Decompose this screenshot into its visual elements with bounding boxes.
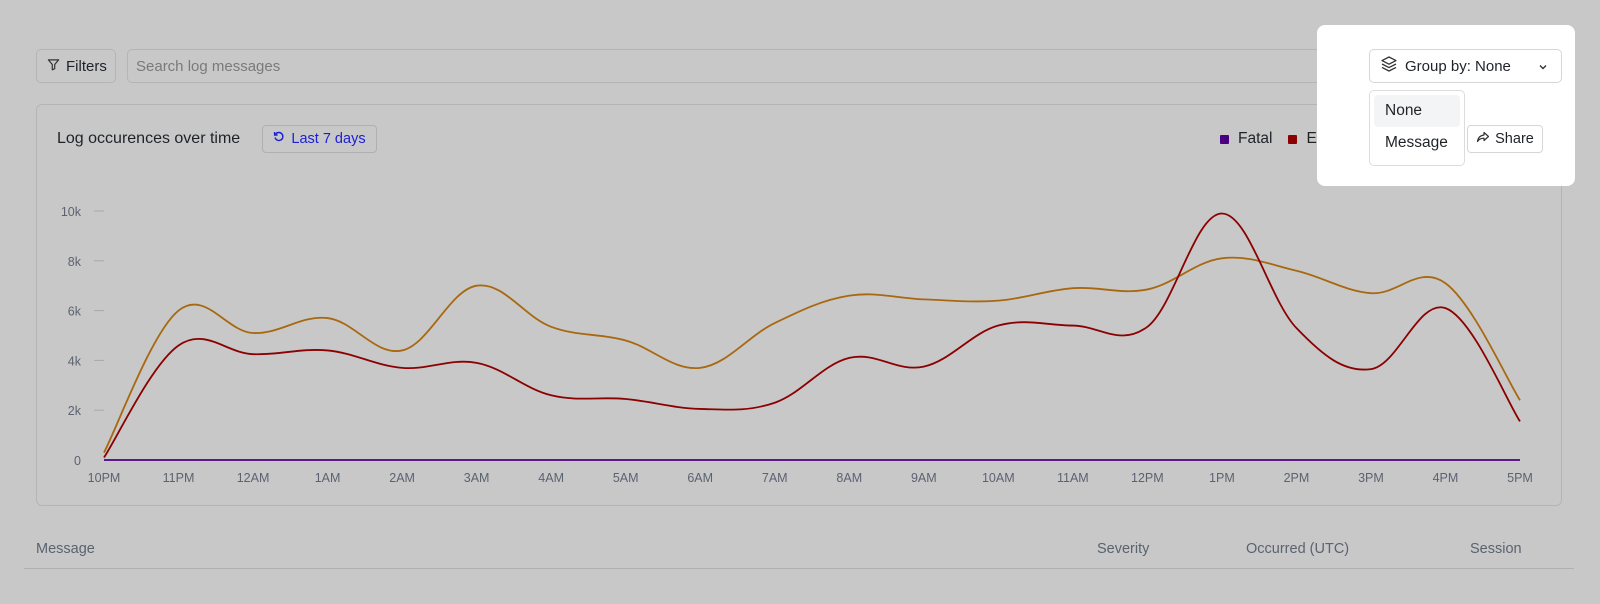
x-tick-label: 1AM: [315, 471, 341, 485]
group-by-button[interactable]: Group by: None: [1369, 49, 1562, 83]
x-tick-label: 3PM: [1358, 471, 1384, 485]
x-tick-label: 5AM: [613, 471, 639, 485]
filters-button[interactable]: Filters: [36, 49, 116, 83]
y-tick-label: 4k: [68, 354, 82, 368]
group-option-none[interactable]: None: [1374, 95, 1460, 127]
x-tick-label: 4PM: [1433, 471, 1459, 485]
x-tick-label: 9AM: [911, 471, 937, 485]
x-tick-label: 12PM: [1131, 471, 1164, 485]
refresh-icon: [273, 131, 285, 147]
x-tick-label: 6AM: [687, 471, 713, 485]
x-tick-label: 2AM: [389, 471, 415, 485]
x-tick-label: 11AM: [1057, 471, 1089, 485]
y-tick-label: 0: [74, 454, 81, 468]
share-button[interactable]: Share: [1467, 125, 1543, 153]
x-tick-label: 12AM: [237, 471, 270, 485]
layers-icon: [1380, 55, 1398, 77]
column-header-occurred[interactable]: Occurred (UTC): [1246, 541, 1350, 557]
series-line-warn: [103, 256, 1521, 453]
x-tick-label: 7AM: [762, 471, 788, 485]
time-range-button[interactable]: Last 7 days: [262, 125, 377, 153]
y-tick-label: 8k: [68, 255, 82, 269]
column-header-session[interactable]: Session: [1470, 541, 1522, 557]
group-by-dropdown: None Message: [1369, 90, 1465, 166]
x-tick-label: 1PM: [1209, 471, 1235, 485]
share-label: Share: [1495, 131, 1534, 147]
legend-swatch-fatal: [1220, 134, 1229, 144]
x-tick-label: 10PM: [88, 471, 121, 485]
search-input[interactable]: [134, 56, 1357, 76]
share-icon: [1476, 131, 1490, 147]
filter-icon: [47, 58, 60, 75]
x-tick-label: 5PM: [1507, 471, 1533, 485]
y-tick-label: 6k: [68, 305, 82, 319]
search-box[interactable]: [127, 49, 1358, 83]
x-tick-label: 8AM: [836, 471, 862, 485]
column-header-severity[interactable]: Severity: [1097, 541, 1150, 557]
x-tick-label: 4AM: [538, 471, 564, 485]
x-tick-label: 10AM: [982, 471, 1015, 485]
group-option-message[interactable]: Message: [1385, 134, 1448, 151]
y-tick-label: 10k: [61, 205, 82, 219]
series-line-error: [103, 212, 1521, 459]
chart-title: Log occurences over time: [57, 130, 241, 147]
chart-card: [36, 104, 1562, 506]
table-divider: [24, 568, 1574, 569]
column-header-message[interactable]: Message: [36, 541, 95, 557]
filters-label: Filters: [66, 57, 107, 75]
x-tick-label: 3AM: [464, 471, 490, 485]
group-by-label: Group by: None: [1405, 57, 1511, 75]
x-tick-label: 2PM: [1284, 471, 1310, 485]
y-tick-label: 2k: [68, 404, 82, 418]
x-tick-label: 11PM: [163, 471, 195, 485]
chevron-down-icon: [1537, 60, 1549, 77]
time-range-label: Last 7 days: [291, 131, 366, 147]
legend-label-fatal: Fatal: [1238, 130, 1273, 147]
legend-swatch-error: [1288, 134, 1298, 144]
legend-item-fatal[interactable]: Fatal: [1220, 130, 1272, 148]
